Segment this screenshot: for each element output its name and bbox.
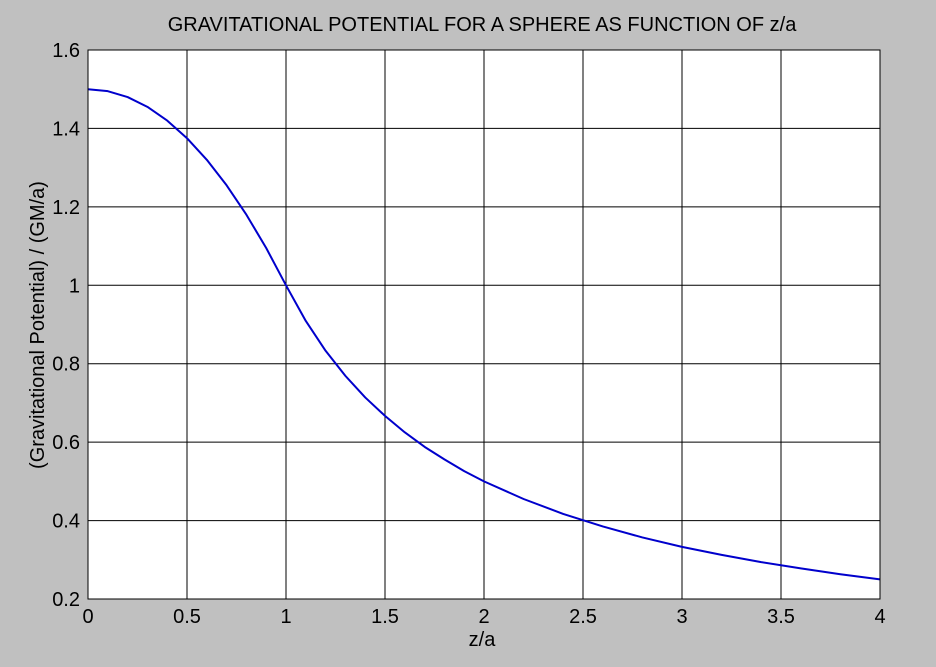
- x-tick-label: 1: [280, 606, 291, 628]
- chart-title: GRAVITATIONAL POTENTIAL FOR A SPHERE AS …: [168, 14, 798, 36]
- x-tick-labels: 0 0.5 1 1.5 2 2.5 3 3.5 4: [82, 606, 885, 628]
- series-line: [87, 88, 881, 581]
- x-tick-label: 0.5: [173, 606, 201, 628]
- x-tick-label: 1.5: [371, 606, 399, 628]
- y-tick-label: 0.4: [52, 511, 80, 533]
- x-tick-label: 0: [82, 606, 93, 628]
- y-tick-labels: 0.2 0.4 0.6 0.8 1 1.2 1.4 1.6: [52, 40, 80, 611]
- y-tick-label: 1.4: [52, 118, 80, 140]
- x-tick-label: 3: [676, 606, 687, 628]
- x-axis-label: z/a: [469, 629, 497, 651]
- y-tick-label: 1.6: [52, 40, 80, 62]
- x-tick-label: 3.5: [767, 606, 795, 628]
- y-tick-label: 1.2: [52, 197, 80, 219]
- x-tick-label: 4: [874, 606, 885, 628]
- x-tick-label: 2: [478, 606, 489, 628]
- series-layer: [87, 88, 881, 581]
- y-tick-label: 0.6: [52, 432, 80, 454]
- y-tick-label: 0.8: [52, 354, 80, 376]
- y-axis-label: (Gravitational Potential) / (GM/a): [27, 181, 49, 469]
- y-tick-label: 0.2: [52, 589, 80, 611]
- y-tick-label: 1: [69, 275, 80, 297]
- x-tick-label: 2.5: [569, 606, 597, 628]
- axes-frame: [87, 49, 881, 600]
